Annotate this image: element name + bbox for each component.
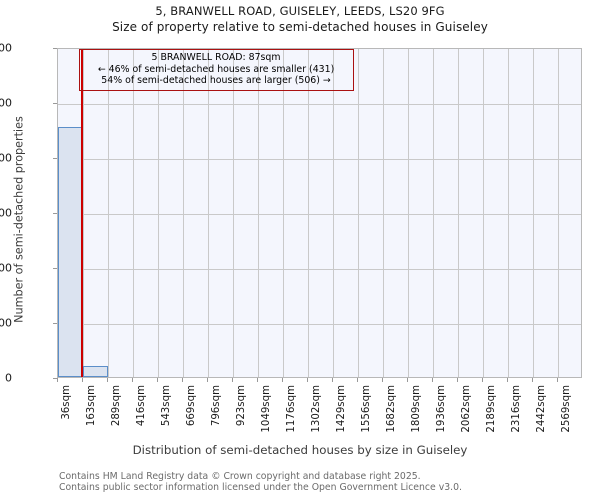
x-axis-tick-mark xyxy=(532,378,533,382)
x-axis-tick-label: 2316sqm xyxy=(511,385,522,433)
x-axis-tick-label: 416sqm xyxy=(136,385,147,427)
gridline-vertical xyxy=(508,49,509,377)
x-axis-tick-mark xyxy=(382,378,383,382)
gridline-vertical xyxy=(208,49,209,377)
x-axis-tick-mark xyxy=(157,378,158,382)
gridline-horizontal xyxy=(58,104,581,105)
x-axis-tick-mark xyxy=(257,378,258,382)
gridline-vertical xyxy=(183,49,184,377)
gridline-vertical xyxy=(83,49,84,377)
x-axis-tick-mark xyxy=(132,378,133,382)
chart-title: 5, BRANWELL ROAD, GUISELEY, LEEDS, LS20 … xyxy=(155,4,445,18)
footer-attribution: Contains HM Land Registry data © Crown c… xyxy=(59,471,462,493)
gridline-vertical xyxy=(283,49,284,377)
gridline-vertical xyxy=(483,49,484,377)
annotation-line-3: 54% of semi-detached houses are larger (… xyxy=(101,75,331,86)
x-axis-tick-label: 1429sqm xyxy=(336,385,347,433)
x-axis-tick-mark xyxy=(507,378,508,382)
y-axis-tick-label: 800 xyxy=(0,151,12,165)
x-axis-tick-label: 669sqm xyxy=(186,385,197,427)
plot-area: 5 BRANWELL ROAD: 87sqm ← 46% of semi-det… xyxy=(57,48,582,378)
gridline-horizontal xyxy=(58,269,581,270)
x-axis-tick-label: 543sqm xyxy=(161,385,172,427)
y-axis-tick-label: 400 xyxy=(0,261,12,275)
chart-subtitle: Size of property relative to semi-detach… xyxy=(112,20,488,34)
x-axis-tick-label: 163sqm xyxy=(86,385,97,427)
gridline-vertical xyxy=(533,49,534,377)
y-axis-tick-label: 1200 xyxy=(0,41,12,55)
x-axis-tick-label: 923sqm xyxy=(236,385,247,427)
gridline-vertical xyxy=(258,49,259,377)
x-axis-tick-mark xyxy=(307,378,308,382)
x-axis-tick-label: 1049sqm xyxy=(261,385,272,433)
y-axis-tick-mark xyxy=(53,378,57,379)
gridline-vertical xyxy=(133,49,134,377)
x-axis-tick-mark xyxy=(232,378,233,382)
x-axis-tick-mark xyxy=(57,378,58,382)
x-axis-tick-mark xyxy=(332,378,333,382)
gridline-vertical xyxy=(333,49,334,377)
annotation-line-1: 5 BRANWELL ROAD: 87sqm xyxy=(151,52,281,63)
x-axis-tick-mark xyxy=(482,378,483,382)
gridline-vertical xyxy=(308,49,309,377)
y-axis-title: Number of semi-detached properties xyxy=(12,116,26,323)
gridline-vertical xyxy=(233,49,234,377)
y-axis-tick-mark xyxy=(53,213,57,214)
y-axis-tick-mark xyxy=(53,48,57,49)
gridline-vertical xyxy=(558,49,559,377)
x-axis-tick-label: 2062sqm xyxy=(461,385,472,433)
y-axis-tick-label: 200 xyxy=(0,316,12,330)
gridline-vertical xyxy=(108,49,109,377)
x-axis-tick-label: 1682sqm xyxy=(386,385,397,433)
gridline-vertical xyxy=(458,49,459,377)
y-axis-tick-mark xyxy=(53,158,57,159)
gridline-horizontal xyxy=(58,159,581,160)
x-axis-tick-mark xyxy=(432,378,433,382)
gridline-vertical xyxy=(158,49,159,377)
property-marker-line xyxy=(80,49,83,377)
y-axis-tick-label: 600 xyxy=(0,206,12,220)
y-axis-tick-label: 0 xyxy=(5,371,12,385)
x-axis-tick-label: 2442sqm xyxy=(536,385,547,433)
y-axis-tick-mark xyxy=(53,323,57,324)
x-axis-title: Distribution of semi-detached houses by … xyxy=(132,443,468,457)
x-axis-tick-mark xyxy=(407,378,408,382)
x-axis-tick-mark xyxy=(182,378,183,382)
footer-line-1: Contains HM Land Registry data © Crown c… xyxy=(59,471,421,482)
x-axis-tick-mark xyxy=(82,378,83,382)
bar xyxy=(58,126,83,377)
x-axis-tick-label: 1936sqm xyxy=(436,385,447,433)
x-axis-tick-mark xyxy=(557,378,558,382)
x-axis-tick-label: 1302sqm xyxy=(311,385,322,433)
x-axis-tick-mark xyxy=(457,378,458,382)
x-axis-tick-label: 1176sqm xyxy=(286,385,297,433)
x-axis-tick-mark xyxy=(107,378,108,382)
x-axis-tick-label: 36sqm xyxy=(61,385,72,420)
y-axis-tick-mark xyxy=(53,268,57,269)
y-axis-tick-label: 1000 xyxy=(0,96,12,110)
x-axis-tick-label: 1556sqm xyxy=(361,385,372,433)
x-axis-tick-label: 796sqm xyxy=(211,385,222,427)
y-axis-tick-mark xyxy=(53,103,57,104)
gridline-vertical xyxy=(358,49,359,377)
x-axis-tick-mark xyxy=(282,378,283,382)
gridline-horizontal xyxy=(58,324,581,325)
footer-line-2: Contains public sector information licen… xyxy=(59,482,462,493)
gridline-vertical xyxy=(408,49,409,377)
x-axis-tick-label: 289sqm xyxy=(111,385,122,427)
x-axis-tick-label: 1809sqm xyxy=(411,385,422,433)
gridline-vertical xyxy=(383,49,384,377)
x-axis-tick-mark xyxy=(207,378,208,382)
bar xyxy=(83,366,108,377)
x-axis-tick-mark xyxy=(357,378,358,382)
x-axis-tick-label: 2569sqm xyxy=(561,385,572,433)
annotation-box: 5 BRANWELL ROAD: 87sqm ← 46% of semi-det… xyxy=(78,49,354,91)
x-axis-tick-label: 2189sqm xyxy=(486,385,497,433)
gridline-horizontal xyxy=(58,214,581,215)
gridline-vertical xyxy=(433,49,434,377)
annotation-line-2: ← 46% of semi-detached houses are smalle… xyxy=(97,63,335,75)
